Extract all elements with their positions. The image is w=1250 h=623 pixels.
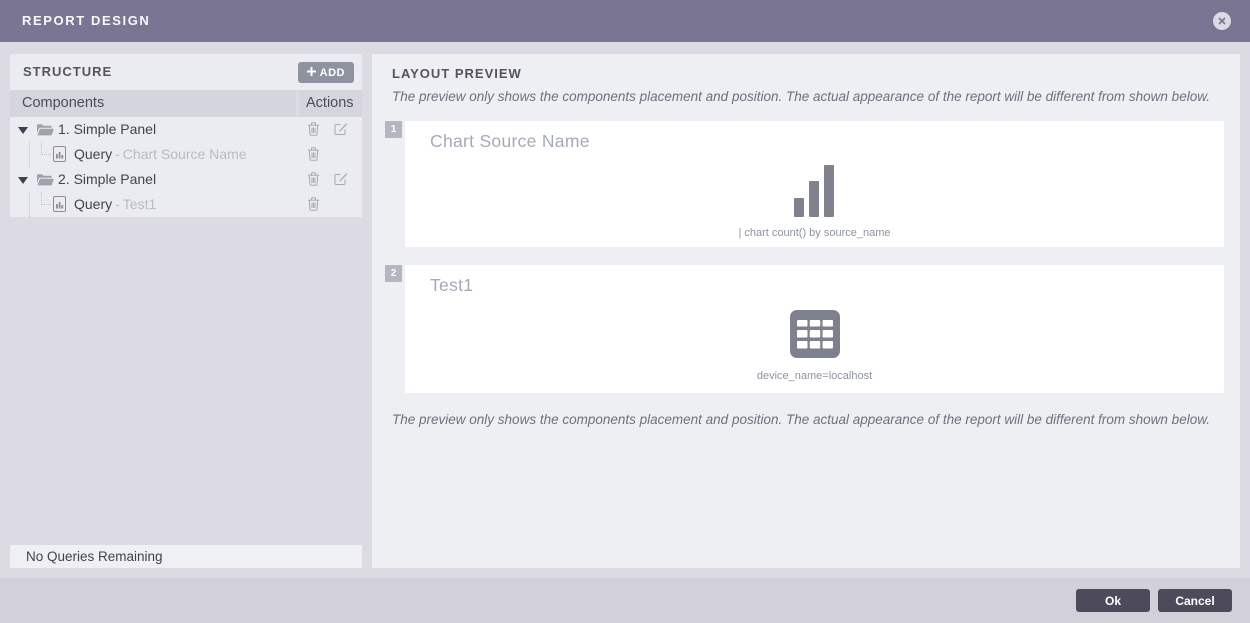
- delete-icon[interactable]: [307, 122, 320, 139]
- tree-row-panel-1[interactable]: 1. Simple Panel: [10, 117, 362, 142]
- tree-item-label: 2. Simple Panel: [58, 171, 157, 187]
- card-index-badge: 2: [385, 265, 402, 282]
- edit-icon[interactable]: [334, 122, 348, 139]
- query-name: Test1: [122, 196, 157, 212]
- component-tree: 1. Simple Panel: [10, 117, 362, 217]
- preview-card-chart: Chart Source Name | chart count() by sou…: [405, 121, 1224, 247]
- structure-heading: STRUCTURE: [23, 64, 113, 79]
- query-name: Chart Source Name: [122, 146, 247, 162]
- preview-card-table: Test1 device: [405, 265, 1224, 393]
- structure-header: STRUCTURE ADD: [10, 54, 362, 90]
- preview-note-top: The preview only shows the components pl…: [392, 89, 1210, 104]
- card-query-caption: device_name=localhost: [756, 370, 873, 382]
- card-query-caption: | chart count() by source_name: [738, 227, 891, 239]
- layout-preview-panel: LAYOUT PREVIEW The preview only shows th…: [372, 54, 1240, 568]
- preview-note-bottom: The preview only shows the components pl…: [392, 412, 1210, 427]
- queries-remaining-status: No Queries Remaining: [10, 545, 362, 568]
- folder-icon: [36, 173, 54, 189]
- tree-connector-line: [29, 192, 30, 217]
- actions-column-header: Actions: [299, 90, 362, 117]
- add-button[interactable]: ADD: [297, 62, 354, 83]
- tree-connector-elbow: [41, 142, 51, 155]
- tree-connector-elbow: [41, 192, 51, 205]
- query-prefix: Query: [74, 146, 113, 162]
- layout-preview-heading: LAYOUT PREVIEW: [392, 66, 522, 81]
- card-index-badge: 1: [385, 121, 402, 138]
- query-document-icon: [53, 196, 66, 215]
- tree-row-query-2[interactable]: Query - Test1: [10, 192, 362, 217]
- delete-icon[interactable]: [307, 172, 320, 189]
- tree-connector-line: [29, 142, 30, 167]
- tree-item-label: Query - Chart Source Name: [74, 142, 247, 167]
- tree-item-label: 1. Simple Panel: [58, 121, 157, 137]
- tree-item-label: Query - Test1: [74, 192, 156, 217]
- card-title: Chart Source Name: [430, 131, 590, 151]
- query-document-icon: [53, 146, 66, 165]
- delete-icon[interactable]: [307, 197, 320, 214]
- close-icon: [1218, 12, 1226, 30]
- bar-chart-icon: [792, 165, 838, 222]
- structure-table-header: Components Actions: [10, 90, 362, 117]
- add-button-label: ADD: [319, 66, 345, 79]
- dialog-footer: Ok Cancel: [0, 578, 1250, 623]
- delete-icon[interactable]: [307, 147, 320, 164]
- components-column-header: Components: [10, 90, 296, 117]
- table-icon: [789, 310, 840, 363]
- title-bar: REPORT DESIGN: [0, 0, 1250, 42]
- query-prefix: Query: [74, 196, 113, 212]
- chevron-down-icon[interactable]: [18, 177, 28, 184]
- query-separator: -: [115, 146, 120, 162]
- chevron-down-icon[interactable]: [18, 127, 28, 134]
- query-separator: -: [115, 196, 120, 212]
- card-title: Test1: [430, 275, 474, 295]
- tree-row-panel-2[interactable]: 2. Simple Panel: [10, 167, 362, 192]
- edit-icon[interactable]: [334, 172, 348, 189]
- plus-icon: [306, 66, 316, 79]
- folder-icon: [36, 123, 54, 139]
- tree-row-query-1[interactable]: Query - Chart Source Name: [10, 142, 362, 167]
- ok-button[interactable]: Ok: [1076, 589, 1150, 612]
- cancel-button[interactable]: Cancel: [1158, 589, 1232, 612]
- close-button[interactable]: [1213, 12, 1231, 30]
- dialog-title: REPORT DESIGN: [22, 13, 151, 28]
